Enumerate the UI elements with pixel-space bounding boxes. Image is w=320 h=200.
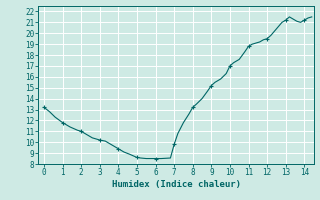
X-axis label: Humidex (Indice chaleur): Humidex (Indice chaleur) <box>111 180 241 189</box>
